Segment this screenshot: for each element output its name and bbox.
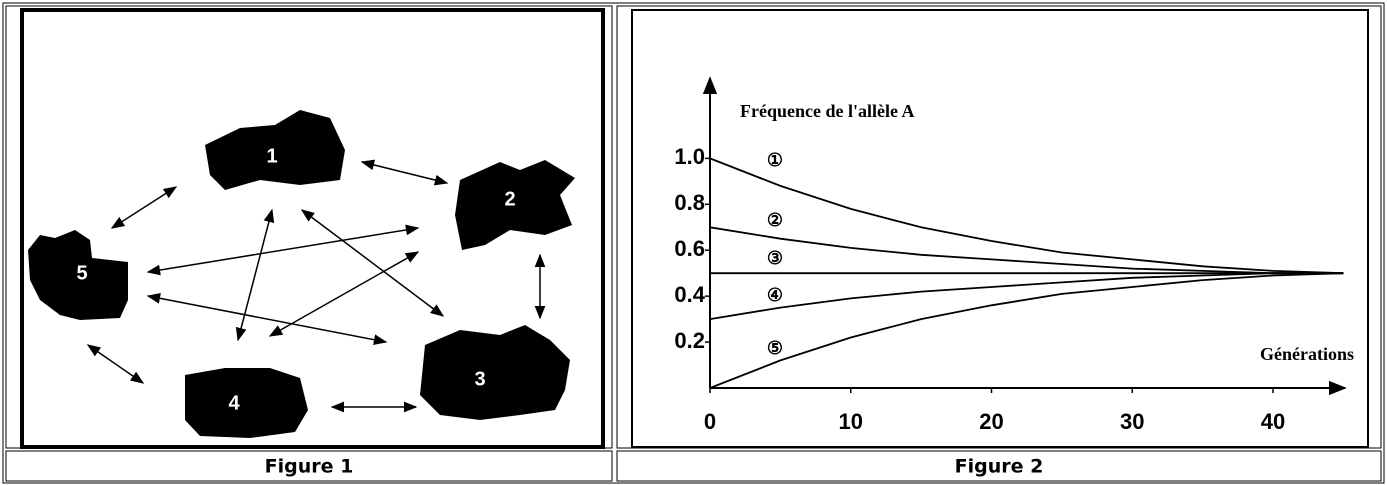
population-blob bbox=[205, 110, 345, 190]
x-tick-label: 30 bbox=[1120, 409, 1144, 434]
series-line bbox=[709, 272, 1344, 389]
series-line bbox=[709, 157, 1344, 275]
x-tick-label: 10 bbox=[839, 409, 863, 434]
population-blob bbox=[420, 325, 570, 420]
y-tick-label: 0.2 bbox=[674, 328, 705, 353]
series-line bbox=[709, 226, 1344, 275]
population-blob bbox=[28, 230, 128, 320]
y-tick-label: 0.4 bbox=[674, 282, 705, 307]
node-label: 3 bbox=[474, 368, 485, 390]
migration-arrows bbox=[86, 159, 546, 413]
series-label: ④ bbox=[767, 285, 783, 305]
population-blob bbox=[185, 368, 308, 438]
series-line bbox=[709, 272, 1344, 320]
caption: Figure 1 bbox=[265, 456, 354, 478]
series-label: ② bbox=[767, 210, 783, 230]
figure1: 1 2 3 4 5 bbox=[28, 110, 575, 438]
x-tick-label: 20 bbox=[979, 409, 1003, 434]
node-label: 4 bbox=[228, 392, 240, 414]
series-label: ① bbox=[767, 150, 783, 170]
y-axis-label: Fréquence de l'allèle A bbox=[740, 101, 914, 121]
node-label: 2 bbox=[504, 188, 515, 210]
x-axis-label: Générations bbox=[1260, 344, 1354, 364]
y-tick-label: 0.8 bbox=[674, 190, 705, 215]
population-blob bbox=[455, 160, 575, 250]
y-tick-label: 0.6 bbox=[674, 236, 705, 261]
y-tick-label: 1.0 bbox=[674, 144, 705, 169]
x-tick-label: 0 bbox=[704, 409, 716, 434]
figure2-frame bbox=[631, 9, 1369, 448]
caption: Figure 2 bbox=[955, 456, 1044, 478]
node-label: 1 bbox=[266, 145, 277, 167]
series-label: ③ bbox=[767, 248, 783, 268]
series-label: ⑤ bbox=[767, 338, 783, 358]
x-tick-label: 40 bbox=[1261, 409, 1285, 434]
node-label: 5 bbox=[76, 262, 87, 284]
